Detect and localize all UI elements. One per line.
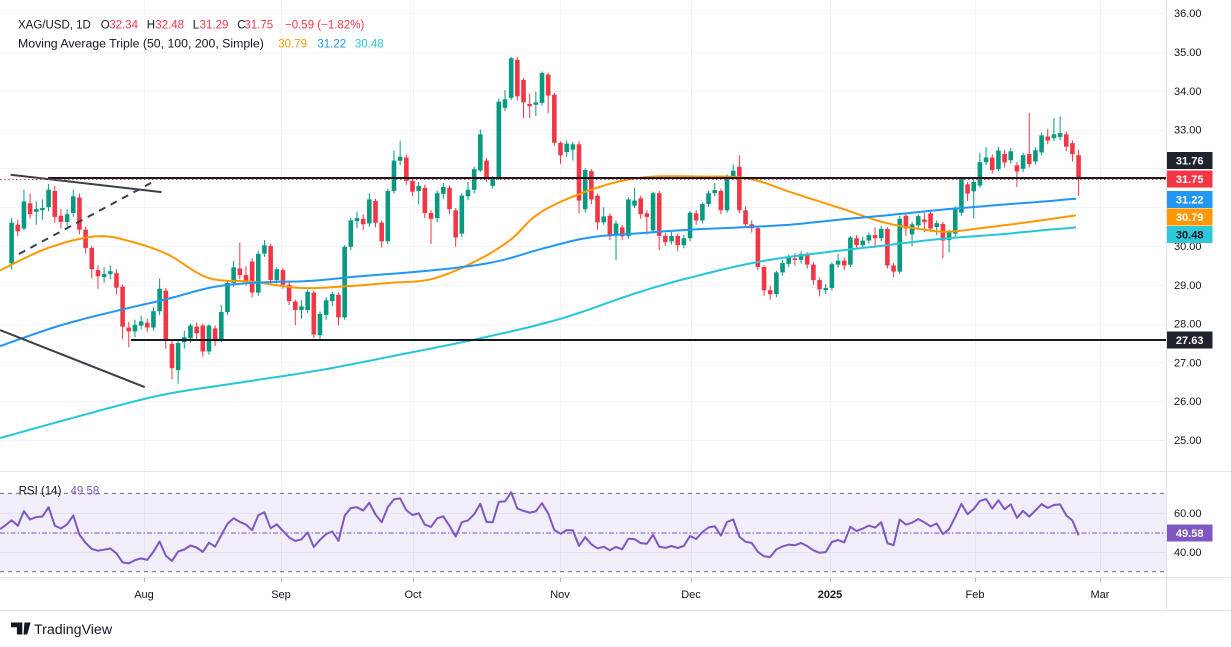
svg-text:60.00: 60.00 xyxy=(1174,508,1202,520)
svg-text:32.48: 32.48 xyxy=(155,20,184,32)
svg-text:Nov: Nov xyxy=(550,589,570,601)
svg-text:25.00: 25.00 xyxy=(1174,435,1202,447)
svg-text:34.00: 34.00 xyxy=(1174,86,1202,98)
svg-text:49.58: 49.58 xyxy=(1176,528,1204,540)
svg-text:30.00: 30.00 xyxy=(1174,241,1202,253)
svg-text:30.79: 30.79 xyxy=(1176,212,1204,224)
svg-text:2025: 2025 xyxy=(818,589,842,601)
svg-text:30.48: 30.48 xyxy=(1176,230,1204,242)
svg-text:27.63: 27.63 xyxy=(1176,335,1204,347)
svg-text:31.29: 31.29 xyxy=(200,20,229,32)
svg-text:Feb: Feb xyxy=(966,589,985,601)
svg-text:33.00: 33.00 xyxy=(1174,125,1202,137)
svg-text:L: L xyxy=(193,20,200,32)
svg-text:31.75: 31.75 xyxy=(1176,174,1204,186)
svg-text:28.00: 28.00 xyxy=(1174,319,1202,331)
svg-text:30.48: 30.48 xyxy=(355,38,384,50)
svg-text:RSI (14): RSI (14) xyxy=(19,486,62,498)
svg-text:TradingView: TradingView xyxy=(34,622,113,638)
svg-text:40.00: 40.00 xyxy=(1174,547,1202,559)
svg-text:31.22: 31.22 xyxy=(1176,195,1204,207)
svg-text:XAG/USD, 1D: XAG/USD, 1D xyxy=(18,20,91,32)
svg-text:Dec: Dec xyxy=(681,589,701,601)
svg-text:C: C xyxy=(237,20,245,32)
svg-text:31.76: 31.76 xyxy=(1176,156,1204,168)
svg-text:H: H xyxy=(147,20,155,32)
svg-text:31.75: 31.75 xyxy=(244,20,273,32)
svg-text:Sep: Sep xyxy=(271,589,291,601)
svg-text:Moving Average Triple (50, 100: Moving Average Triple (50, 100, 200, Sim… xyxy=(18,36,264,50)
svg-text:49.58: 49.58 xyxy=(71,486,100,498)
svg-text:30.79: 30.79 xyxy=(278,38,307,50)
svg-text:27.00: 27.00 xyxy=(1174,357,1202,369)
svg-text:Aug: Aug xyxy=(134,589,154,601)
svg-text:Mar: Mar xyxy=(1091,589,1110,601)
svg-text:35.00: 35.00 xyxy=(1174,47,1202,59)
svg-text:31.22: 31.22 xyxy=(317,38,346,50)
svg-text:36.00: 36.00 xyxy=(1174,8,1202,20)
svg-text:O: O xyxy=(101,20,110,32)
svg-text:32.34: 32.34 xyxy=(109,20,138,32)
svg-text:−0.59 (−1.82%): −0.59 (−1.82%) xyxy=(285,20,364,32)
svg-text:Oct: Oct xyxy=(404,589,421,601)
svg-text:29.00: 29.00 xyxy=(1174,280,1202,292)
svg-text:26.00: 26.00 xyxy=(1174,396,1202,408)
